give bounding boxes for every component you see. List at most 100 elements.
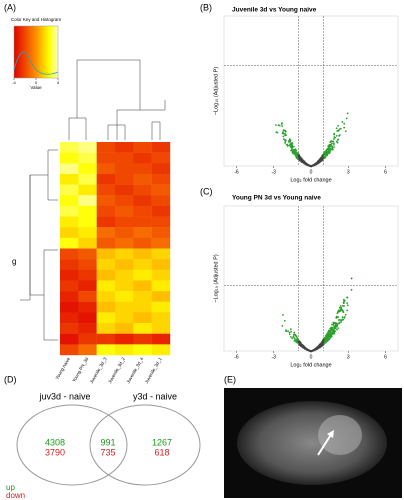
heat-cell (96, 301, 116, 313)
legend-down: down (6, 491, 25, 500)
count-down: 618 (154, 447, 169, 457)
point (344, 130, 347, 133)
heat-cell (151, 301, 171, 313)
point (325, 336, 327, 339)
point (274, 124, 277, 126)
point (332, 142, 335, 145)
point (335, 324, 338, 326)
heat-cell (151, 344, 171, 356)
heat-cell (133, 152, 152, 164)
point (283, 129, 285, 132)
point (333, 136, 336, 138)
x-tick-label: 6 (384, 169, 387, 175)
point (335, 127, 338, 130)
heat-cell (115, 248, 134, 260)
column-label: Young PN_3d (71, 356, 89, 383)
point (345, 117, 348, 120)
point (324, 151, 326, 153)
heat-cell (115, 280, 134, 292)
point (327, 147, 330, 149)
x-tick-label: -6 (234, 169, 239, 175)
heat-cell (151, 195, 171, 207)
point (289, 335, 292, 338)
heat-cell (96, 173, 116, 185)
heat-cell (60, 184, 79, 196)
point (287, 140, 290, 142)
heat-cell (115, 195, 134, 207)
heat-cell (151, 312, 171, 324)
point (302, 161, 305, 164)
point (343, 316, 346, 319)
point (333, 146, 335, 149)
heat-cell (96, 248, 116, 260)
heat-cell (115, 323, 134, 334)
key-tick-label: -4 (12, 80, 16, 85)
heat-cell (96, 142, 116, 153)
venn-labels: juv3d - naive y3d - naive 4308 3790 991 … (38, 391, 177, 457)
point (306, 163, 308, 166)
heat-cell (78, 280, 97, 292)
point (331, 142, 333, 145)
point (300, 160, 303, 163)
point (298, 343, 301, 346)
heat-cell (78, 333, 97, 345)
point (292, 145, 295, 148)
point (288, 144, 291, 147)
heat-cell (60, 333, 79, 345)
point (284, 134, 286, 137)
heat-cell (151, 280, 171, 292)
heat-cell (96, 280, 116, 292)
point (324, 338, 327, 340)
point (332, 138, 335, 140)
key-axis: Value (30, 85, 42, 90)
heat-cell (60, 237, 79, 249)
point (320, 159, 323, 162)
point (299, 159, 302, 162)
panel-label: (C) (200, 186, 213, 196)
point (292, 148, 295, 151)
point (350, 288, 353, 291)
column-label: Juvenile_3d_4 (126, 356, 145, 384)
point (340, 306, 343, 309)
heat-cell (96, 237, 116, 249)
point (331, 323, 333, 326)
point (328, 152, 331, 154)
point (337, 124, 339, 127)
heat-cell (78, 344, 97, 356)
point (333, 332, 336, 335)
heat-cell (96, 195, 116, 207)
point (350, 277, 353, 280)
point (282, 135, 285, 138)
point (335, 134, 338, 137)
column-label: Juvenile_3d_3 (89, 356, 108, 384)
heat-cell (133, 259, 152, 270)
heat-cell (151, 216, 171, 228)
heat-cell (115, 152, 134, 164)
heat-cell (96, 259, 116, 270)
point (336, 328, 338, 331)
heat-cell (151, 323, 171, 334)
point (320, 157, 323, 160)
point (301, 158, 303, 161)
point (330, 332, 333, 334)
point (338, 310, 340, 313)
panel-label: (B) (200, 2, 212, 12)
point (291, 142, 294, 145)
heat-cell (78, 173, 97, 185)
heat-cell (133, 269, 152, 281)
point (300, 342, 302, 345)
heat-cell (60, 323, 79, 334)
side-label: g (12, 257, 16, 266)
heat-cell (78, 184, 97, 196)
count-up: 991 (100, 437, 115, 447)
point (333, 327, 336, 330)
column-label: Juvenile_3d_2 (107, 356, 126, 384)
point (327, 329, 330, 332)
plot-title: Young PN 3d vs Young naive (232, 195, 321, 202)
point (293, 331, 296, 334)
point (324, 156, 327, 159)
point (309, 164, 311, 167)
point (330, 145, 333, 148)
point (317, 346, 320, 349)
heat-cell (78, 163, 97, 175)
